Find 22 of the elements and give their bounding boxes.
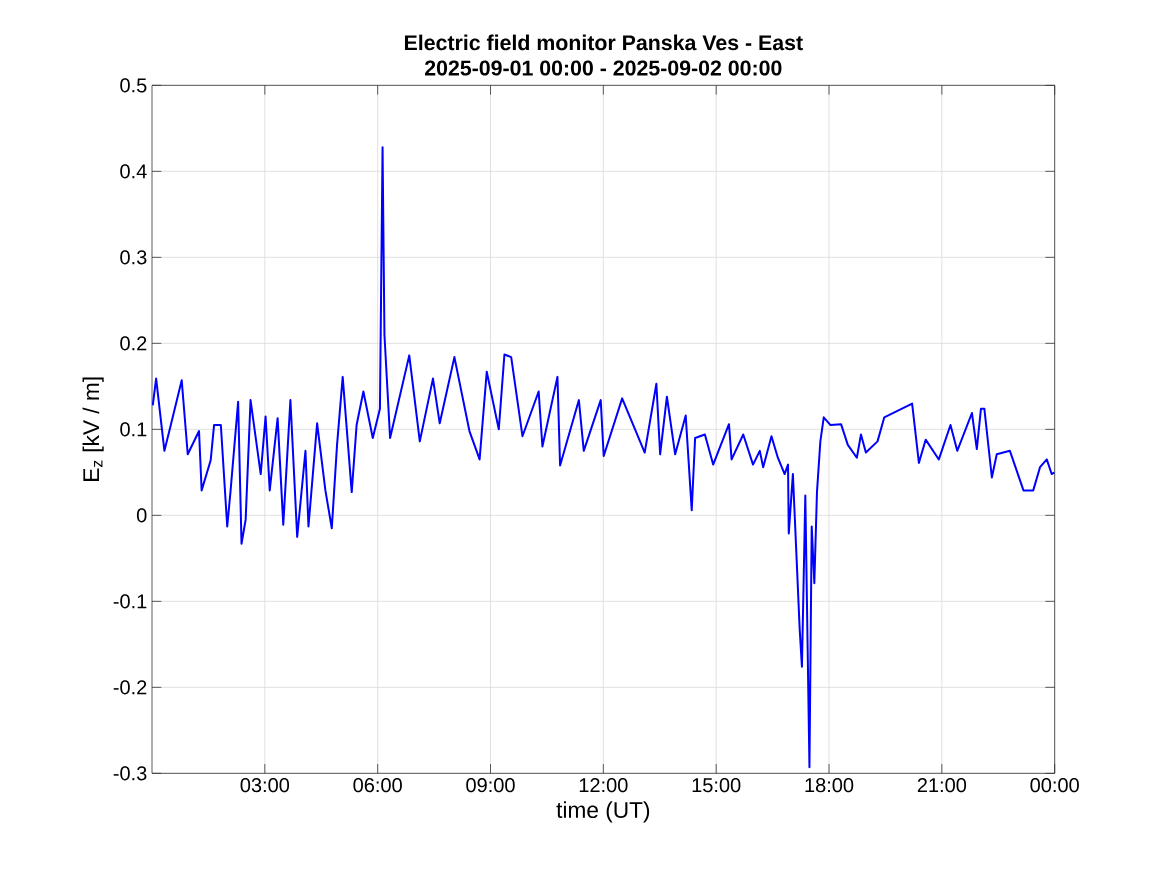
x-axis-title: time (UT) xyxy=(556,801,650,823)
y-tick-label: 0.3 xyxy=(120,250,147,265)
x-tick-label: 21:00 xyxy=(917,778,967,793)
y-tick-label: 0.1 xyxy=(120,422,147,437)
y-tick-label: -0.2 xyxy=(113,680,147,695)
x-tick-label: 15:00 xyxy=(692,778,741,793)
x-tick-label: 03:00 xyxy=(240,778,290,793)
y-axis-title: E$_{z}$ [kV / m] xyxy=(82,377,104,481)
chart-title: Electric field monitor Panska Ves - East xyxy=(404,34,803,51)
x-tick-label: 06:00 xyxy=(353,778,402,793)
line-series xyxy=(152,146,1055,769)
y-tick-label: 0.5 xyxy=(120,78,147,93)
chart-subtitle: 2025-09-01 00:00 - 2025-09-02 00:00 xyxy=(424,60,782,76)
y-tick-label: 0 xyxy=(136,508,147,523)
y-tick-label: 0.4 xyxy=(120,164,147,179)
x-tick-label: 18:00 xyxy=(805,778,854,793)
y-tick-label: 0.2 xyxy=(120,336,147,351)
x-tick-label: 09:00 xyxy=(466,778,515,793)
y-tick-label: -0.3 xyxy=(113,766,147,781)
x-tick-label: 00:00 xyxy=(1030,778,1079,793)
y-tick-label: -0.1 xyxy=(113,594,147,609)
x-tick-label: 12:00 xyxy=(579,778,628,793)
